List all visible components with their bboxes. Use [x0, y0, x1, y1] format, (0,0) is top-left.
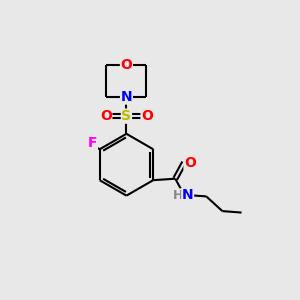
Text: N: N	[121, 90, 132, 104]
Text: O: O	[100, 109, 112, 123]
Text: N: N	[182, 188, 194, 203]
Text: S: S	[122, 109, 131, 123]
Text: H: H	[172, 189, 183, 202]
Text: O: O	[121, 58, 132, 72]
Text: O: O	[184, 155, 196, 170]
Text: O: O	[141, 109, 153, 123]
Text: F: F	[88, 136, 98, 150]
